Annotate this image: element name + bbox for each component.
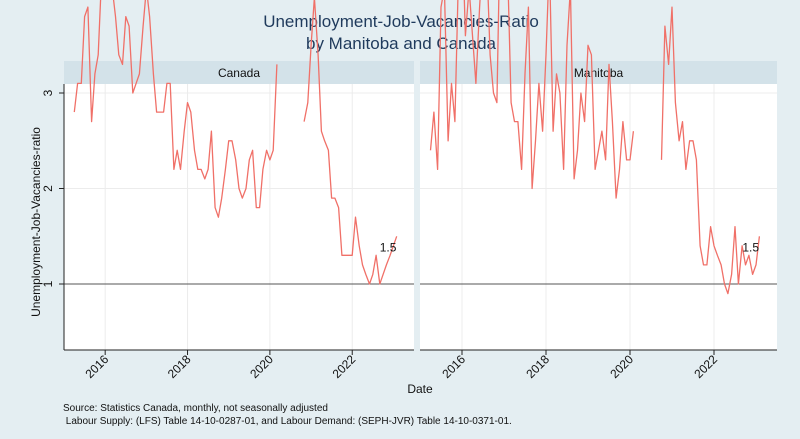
panel-manitoba: Manitoba 1.5 2016 2018 2020 2022 (420, 0, 777, 381)
x-tick-label: 2018 (165, 352, 194, 381)
x-tick-label: 2022 (330, 352, 359, 381)
y-tick-label: 3 (41, 89, 55, 96)
panel-strip-label: Manitoba (574, 66, 624, 80)
x-tick-label: 2020 (607, 352, 636, 381)
plot-area (64, 84, 414, 350)
x-tick-label: 2020 (247, 352, 276, 381)
x-tick-label: 2018 (523, 352, 552, 381)
y-axis-title: Unemployment-Job-Vacancies-ratio (29, 127, 43, 317)
y-tick-label: 2 (41, 185, 55, 192)
x-tick-label: 2016 (83, 352, 112, 381)
x-tick-label: 2022 (691, 352, 720, 381)
panel-strip-label: Canada (218, 66, 260, 80)
panel-canada: Canada 1.5 2016 2018 2020 2022 1 2 3 (41, 0, 414, 381)
last-value-label: 1.5 (380, 240, 397, 254)
panel-strip (420, 61, 777, 84)
series-line-segment-2 (660, 6, 761, 295)
y-tick-label: 1 (41, 280, 55, 287)
x-tick-label: 2016 (439, 352, 468, 381)
panels-group: Canada 1.5 2016 2018 2020 2022 1 2 3 Manitoba 1.5 2… (41, 0, 777, 381)
source-note-tables: Labour Supply: (LFS) Table 14-10-0287-01… (63, 416, 512, 427)
last-value-label: 1.5 (742, 240, 759, 254)
chart-subtitle: by Manitoba and Canada (306, 34, 497, 53)
series-line-segment-1 (73, 0, 278, 218)
source-note: Source: Statistics Canada, monthly, not … (63, 403, 328, 414)
x-axis-title: Date (407, 382, 433, 396)
plot-area (420, 84, 777, 350)
series-line-segment-2 (303, 0, 398, 285)
chart-title: Unemployment-Job-Vacancies-Ratio (263, 12, 539, 31)
panel-strip (64, 61, 414, 84)
series-line-segment-1 (429, 0, 635, 199)
